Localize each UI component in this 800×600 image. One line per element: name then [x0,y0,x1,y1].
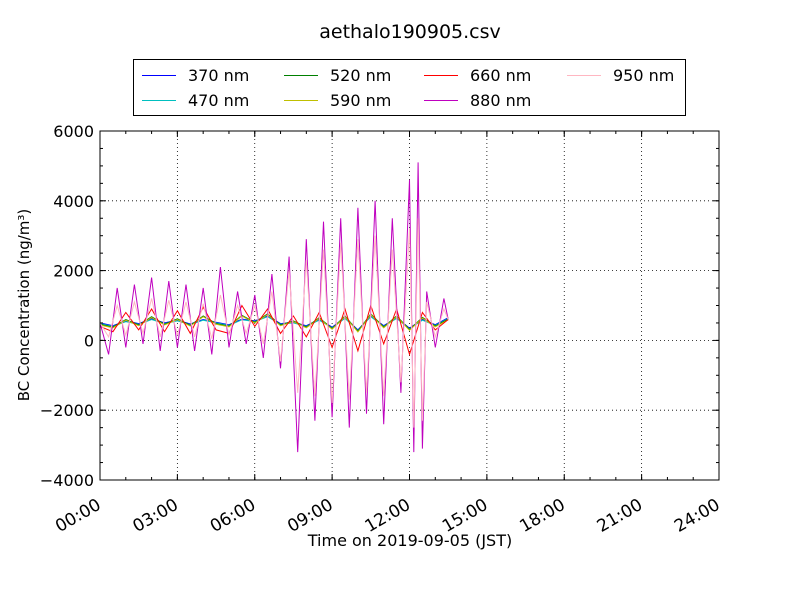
legend-swatch [567,74,601,76]
legend-item: 950 nm [567,64,674,86]
x-tick-label: 18:00 [516,495,568,537]
chart-legend: 370 nm 470 nm 520 nm 590 nm 660 nm 880 nm 950 … [133,59,686,116]
legend-label: 470 nm [188,90,250,110]
legend-label: 880 nm [470,90,532,110]
legend-item: 880 nm [424,89,531,111]
legend-label: 520 nm [330,65,392,85]
y-tick-labels: −4000 −2000 0 2000 4000 6000 [40,122,94,490]
y-tick-label: 4000 [53,192,94,211]
legend-swatch [284,74,318,76]
series-line-590-nm [99,313,449,333]
legend-item: 660 nm [424,64,531,86]
x-tick-label: 06:00 [207,495,259,537]
series-line-520-nm [99,313,449,333]
y-tick-label: 6000 [53,122,94,141]
x-axis-label: Time on 2019-09-05 (JST) [307,531,512,550]
series-layer [99,162,449,453]
x-tick-label: 00:00 [52,495,104,537]
chart-title: aethalo190905.csv [319,21,501,43]
legend-item: 590 nm [284,89,391,111]
axis-ticks [99,130,720,481]
y-axis-label: BC Concentration (ng/m³) [15,209,33,402]
legend-swatch [424,74,458,76]
legend-swatch [142,99,176,101]
y-tick-label: 0 [84,331,94,350]
legend-item: 370 nm [142,64,249,86]
legend-swatch [284,99,318,101]
legend-swatch [424,99,458,101]
x-tick-label: 24:00 [671,495,723,537]
y-tick-label: −4000 [40,471,94,490]
legend-label: 590 nm [330,90,392,110]
legend-label: 950 nm [613,65,675,85]
legend-swatch [142,74,176,76]
x-tick-label: 03:00 [129,495,181,537]
legend-label: 370 nm [188,65,250,85]
legend-label: 660 nm [470,65,532,85]
legend-item: 470 nm [142,89,249,111]
x-tick-label: 21:00 [594,495,646,537]
legend-item: 520 nm [284,64,391,86]
series-line-950-nm [99,218,449,428]
y-tick-label: −2000 [40,401,94,420]
y-tick-label: 2000 [53,262,94,281]
series-line-660-nm [99,303,449,357]
